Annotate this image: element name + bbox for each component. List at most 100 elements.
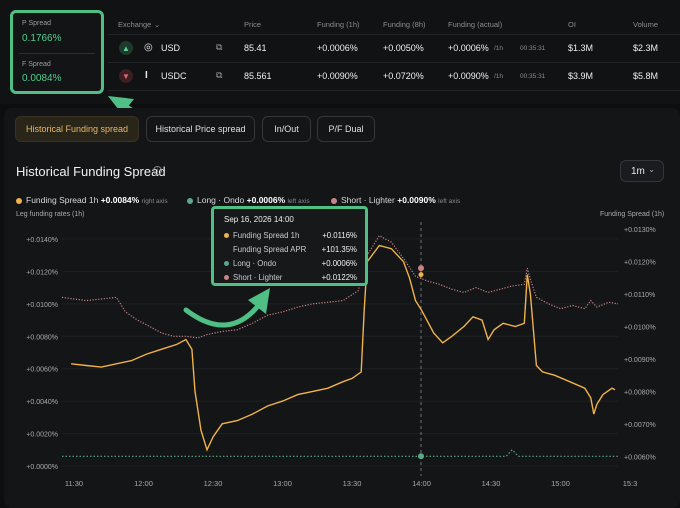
- x-tick-label: 15:00: [551, 479, 570, 488]
- right-axis-title: Funding Spread (1h): [600, 211, 665, 218]
- legend-dot: [16, 197, 22, 204]
- annotation-arrowhead-to-tooltip: [248, 288, 270, 314]
- legend-value: +0.0090%: [397, 195, 436, 205]
- col-header-volume[interactable]: Volume: [633, 20, 659, 29]
- funding-unit: /1h: [494, 45, 504, 52]
- legend-item-long[interactable]: Long · Ondo +0.0006% left axis: [187, 195, 310, 205]
- market-table: Exchange ⌄ Price Funding (1h) Funding (8…: [0, 0, 680, 104]
- col-header-funding-8h[interactable]: Funding (8h): [383, 20, 426, 29]
- col-header-oi[interactable]: OI: [568, 20, 576, 29]
- right-tick-label: +0.0060%: [624, 454, 656, 461]
- p-spread-value: 0.1766%: [22, 33, 62, 44]
- f-spread-value: 0.0084%: [22, 73, 62, 84]
- row-divider: [108, 34, 680, 35]
- left-tick-label: +0.0000%: [26, 464, 58, 471]
- tooltip-row: Funding Spread APR +101.35%: [224, 245, 357, 256]
- chart-panel: [4, 108, 680, 508]
- col-header-funding-1h[interactable]: Funding (1h): [317, 20, 360, 29]
- tooltip-row: Funding Spread 1h +0.0116%: [224, 231, 357, 242]
- row-divider: [108, 62, 680, 63]
- tooltip-value: +0.0006%: [321, 259, 357, 268]
- tooltip-value: +0.0116%: [322, 231, 357, 240]
- col-header-funding-actual[interactable]: Funding (actual): [448, 20, 503, 29]
- legend-value: +0.0084%: [100, 195, 140, 205]
- chart-tooltip: Sep 16, 2026 14:00 Funding Spread 1h +0.…: [211, 206, 368, 286]
- chevron-up-icon[interactable]: ▲: [119, 41, 133, 55]
- range-select[interactable]: 1m ⌄: [620, 160, 664, 182]
- legend-label: Long · Ondo: [197, 195, 245, 205]
- left-tick-label: +0.0140%: [26, 237, 58, 244]
- tooltip-dot: [224, 261, 229, 267]
- tooltip-label: Long · Ondo: [233, 259, 277, 268]
- row-divider: [108, 90, 680, 91]
- external-link-icon[interactable]: ⧉: [216, 70, 223, 80]
- legend-label: Funding Spread 1h: [26, 195, 99, 205]
- legend-item-short[interactable]: Short · Lighter +0.0090% left axis: [331, 195, 460, 205]
- left-tick-label: +0.0080%: [26, 334, 58, 341]
- tooltip-value: +0.0122%: [321, 273, 357, 282]
- tooltip-dot: [224, 233, 229, 239]
- legend-item-spread[interactable]: Funding Spread 1h +0.0084% right axis: [16, 195, 168, 205]
- range-value: 1m: [631, 165, 645, 177]
- exchange-name: USDC: [161, 71, 187, 81]
- tab-historical-funding[interactable]: Historical Funding spread: [15, 116, 139, 142]
- tooltip-dot: [224, 275, 229, 281]
- tooltip-label: Short · Lighter: [233, 273, 283, 282]
- x-tick-label: 14:30: [482, 479, 501, 488]
- tooltip-row: Short · Lighter +0.0122%: [224, 273, 357, 284]
- info-icon[interactable]: i: [153, 166, 162, 175]
- x-tick-label: 15:3: [623, 479, 638, 488]
- legend-dot: [187, 197, 193, 204]
- right-tick-label: +0.0070%: [624, 422, 656, 429]
- right-tick-label: +0.0110%: [624, 292, 655, 299]
- long-ondo-marker: [418, 453, 424, 460]
- lighter-logo-icon: I: [145, 70, 148, 81]
- x-tick-label: 14:00: [412, 479, 431, 488]
- x-tick-label: 13:30: [343, 479, 362, 488]
- tab-historical-price[interactable]: Historical Price spread: [146, 116, 255, 142]
- f-spread-label: F Spread: [22, 61, 51, 68]
- left-axis-title: Leg funding rates (1h): [16, 211, 85, 218]
- countdown: 00:35:31: [520, 73, 546, 80]
- tooltip-value: +101.35%: [321, 245, 357, 254]
- spread-summary-box: P Spread 0.1766% F Spread 0.0084%: [10, 10, 104, 94]
- right-tick-label: +0.0130%: [624, 227, 656, 234]
- legend-value: +0.0006%: [246, 195, 286, 205]
- tab-in-out[interactable]: In/Out: [262, 116, 311, 142]
- volume-value: $5.8M: [633, 71, 659, 81]
- short-lighter-marker: [418, 265, 424, 272]
- legend-note: right axis: [141, 198, 168, 205]
- price-value: 85.561: [244, 71, 272, 81]
- tooltip-row: Long · Ondo +0.0006%: [224, 259, 357, 270]
- funding-spread-marker: [418, 272, 424, 278]
- tooltip-label: Funding Spread 1h: [233, 231, 300, 240]
- left-tick-label: +0.0060%: [26, 367, 58, 374]
- oi-value: $3.9M: [568, 71, 594, 81]
- right-tick-label: +0.0120%: [624, 260, 656, 267]
- legend-note: left axis: [438, 198, 461, 205]
- x-tick-label: 12:00: [134, 479, 153, 488]
- right-tick-label: +0.0080%: [624, 389, 656, 396]
- left-tick-label: +0.0100%: [26, 302, 58, 309]
- legend-label: Short · Lighter: [341, 195, 395, 205]
- right-tick-label: +0.0100%: [624, 325, 656, 332]
- col-header-price[interactable]: Price: [244, 20, 262, 29]
- chevron-down-icon: ⌄: [648, 165, 655, 174]
- exchange-name: USD: [161, 43, 181, 53]
- external-link-icon[interactable]: ⧉: [216, 42, 223, 52]
- annotation-arrow-to-tooltip: [183, 303, 261, 328]
- legend-dot: [331, 197, 337, 204]
- volume-value: $2.3M: [633, 43, 659, 53]
- left-tick-label: +0.0120%: [26, 269, 58, 276]
- sort-chevron-icon[interactable]: ⌄: [154, 20, 161, 29]
- tab-pf-dual[interactable]: P/F Dual: [317, 116, 375, 142]
- chevron-down-icon[interactable]: ▼: [119, 69, 133, 83]
- funding-actual-value: +0.0006%: [448, 43, 489, 53]
- funding-8h-value: +0.0720%: [383, 71, 424, 81]
- col-header-exchange[interactable]: Exchange: [118, 20, 152, 29]
- funding-8h-value: +0.0050%: [383, 43, 424, 53]
- tooltip-label: Funding Spread APR: [233, 245, 307, 254]
- tooltip-date: Sep 16, 2026 14:00: [224, 215, 294, 224]
- legend-note: left axis: [287, 198, 310, 205]
